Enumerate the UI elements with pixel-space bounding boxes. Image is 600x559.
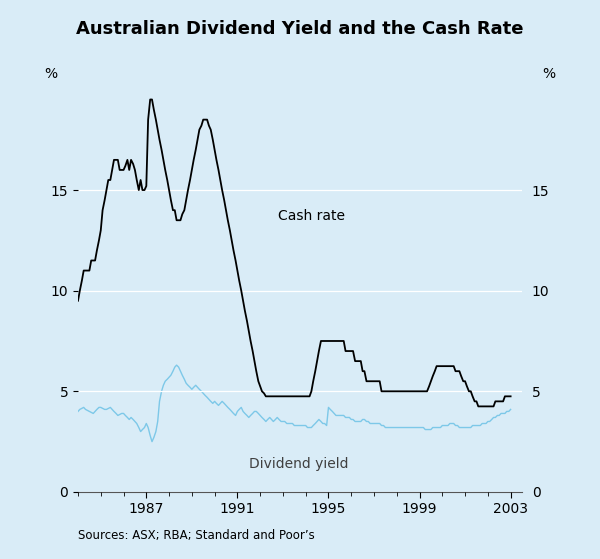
Text: Cash rate: Cash rate — [278, 209, 346, 223]
Text: Dividend yield: Dividend yield — [249, 457, 348, 471]
Text: %: % — [542, 67, 556, 81]
Text: %: % — [44, 67, 58, 81]
Text: Sources: ASX; RBA; Standard and Poor’s: Sources: ASX; RBA; Standard and Poor’s — [78, 529, 315, 542]
Text: Australian Dividend Yield and the Cash Rate: Australian Dividend Yield and the Cash R… — [76, 20, 524, 37]
